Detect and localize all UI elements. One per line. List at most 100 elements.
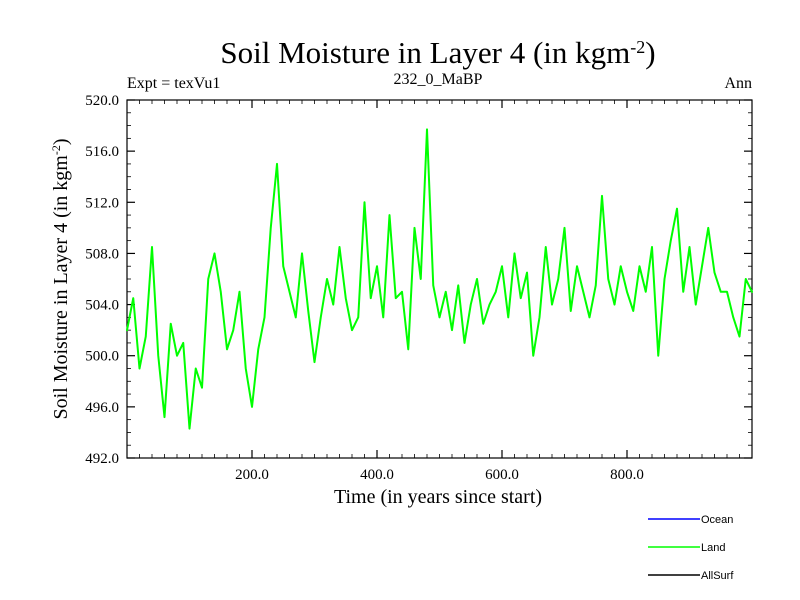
series-point-land xyxy=(645,291,647,293)
series-point-land xyxy=(695,303,697,306)
chart-title-end: ) xyxy=(645,35,655,70)
series-point-land xyxy=(238,291,241,293)
series-point-land xyxy=(126,329,128,331)
plot-frame xyxy=(126,99,753,459)
series-line-land xyxy=(126,128,753,430)
series-point-land xyxy=(663,278,666,280)
series-point-land xyxy=(488,303,491,306)
series-point-land xyxy=(495,291,497,293)
y-tick-label: 512.0 xyxy=(85,195,119,211)
series-point-land xyxy=(376,265,378,267)
series-point-land xyxy=(582,291,584,293)
y-tick-label: 500.0 xyxy=(85,349,119,365)
series-point-land xyxy=(726,291,728,293)
series-point-land xyxy=(138,367,141,370)
y-tick-label: 516.0 xyxy=(85,144,119,160)
series-point-land xyxy=(532,355,534,357)
y-tick-label: 492.0 xyxy=(85,451,119,467)
series-point-land xyxy=(563,227,566,229)
series-point-land xyxy=(351,329,353,331)
series-point-land xyxy=(257,348,259,351)
series-point-land xyxy=(751,291,753,293)
series-point-land xyxy=(338,246,341,248)
series-point-land xyxy=(607,278,609,280)
plot-area: 492.0 496.0 500.0 504.0 508.0 512.0 516.0 520.0… xyxy=(85,93,753,483)
series-point-land xyxy=(420,278,422,280)
series-point-land xyxy=(470,303,472,306)
series-point-land xyxy=(520,297,522,299)
series-point-land xyxy=(370,297,372,299)
series-point-land xyxy=(651,246,653,248)
series-point-land xyxy=(201,386,203,389)
series-point-land xyxy=(620,265,622,267)
series-point-land xyxy=(188,427,191,430)
y-axis-label-end: ) xyxy=(50,138,72,145)
series-point-land xyxy=(213,252,216,255)
series-point-land xyxy=(445,291,447,293)
series-point-land xyxy=(638,265,641,267)
series-point-land xyxy=(526,271,528,274)
series-point-land xyxy=(601,195,603,197)
series-point-land xyxy=(657,355,659,357)
y-axis-label-superscript: -2 xyxy=(49,145,63,155)
series-point-land xyxy=(720,291,722,293)
x-tick-label: 200.0 xyxy=(235,467,269,483)
series-point-land xyxy=(682,291,684,293)
y-tick-label: 496.0 xyxy=(85,400,119,416)
series-point-land xyxy=(463,342,466,344)
series-point-land xyxy=(388,214,391,216)
series-point-land xyxy=(232,329,234,331)
series-point-land xyxy=(438,316,441,319)
series-point-land xyxy=(538,316,541,319)
x-tick-label: 600.0 xyxy=(485,467,519,483)
legend: Ocean Land AllSurf xyxy=(648,514,734,582)
series-point-land xyxy=(732,316,734,319)
series-point-land xyxy=(707,227,709,229)
series-point-land xyxy=(170,323,172,325)
series-point-land xyxy=(207,278,209,280)
series-point-land xyxy=(407,348,409,351)
series-point-land xyxy=(151,246,153,248)
y-axis-label-main: Soil Moisture in Layer 4 (in kgm xyxy=(50,155,72,420)
series-group xyxy=(126,128,753,430)
series-point-land xyxy=(432,284,434,287)
series-point-land xyxy=(507,316,509,319)
series-point-land xyxy=(670,239,672,242)
series-point-land xyxy=(551,303,553,306)
series-point-land xyxy=(545,246,547,248)
series-point-land xyxy=(382,316,384,319)
y-tick-label: 504.0 xyxy=(85,298,119,314)
series-point-land xyxy=(613,303,616,306)
series-point-land xyxy=(307,310,309,312)
subtitle-center: 232_0_MaBP xyxy=(394,71,483,88)
series-point-land xyxy=(688,246,691,248)
series-point-land xyxy=(195,367,197,370)
series-point-land xyxy=(626,291,628,293)
series-point-land xyxy=(482,323,484,325)
series-point-land xyxy=(326,278,328,280)
series-point-land xyxy=(557,278,559,280)
series-point-land xyxy=(276,163,278,165)
series-point-land xyxy=(301,252,303,255)
series-point-land xyxy=(157,355,159,357)
series-point-land xyxy=(345,297,347,299)
series-point-land xyxy=(738,335,741,338)
x-axis-label: Time (in years since start) xyxy=(334,486,542,508)
subtitle-right: Ann xyxy=(724,75,752,92)
series-point-land xyxy=(363,201,366,203)
series-point-land xyxy=(588,316,591,319)
series-point-land xyxy=(413,227,416,229)
series-point-land xyxy=(745,278,747,280)
series-point-land xyxy=(220,291,222,293)
series-point-land xyxy=(176,355,178,357)
legend-allsurf-label: AllSurf xyxy=(701,570,734,582)
series-point-land xyxy=(576,265,578,267)
series-point-land xyxy=(132,297,134,299)
y-tick-label: 508.0 xyxy=(85,246,119,262)
series-point-land xyxy=(476,278,478,280)
x-tick-label: 400.0 xyxy=(360,467,394,483)
chart-title-main: Soil Moisture in Layer 4 (in kgm xyxy=(220,35,630,70)
legend-land-label: Land xyxy=(701,542,725,554)
series-point-land xyxy=(632,310,634,312)
